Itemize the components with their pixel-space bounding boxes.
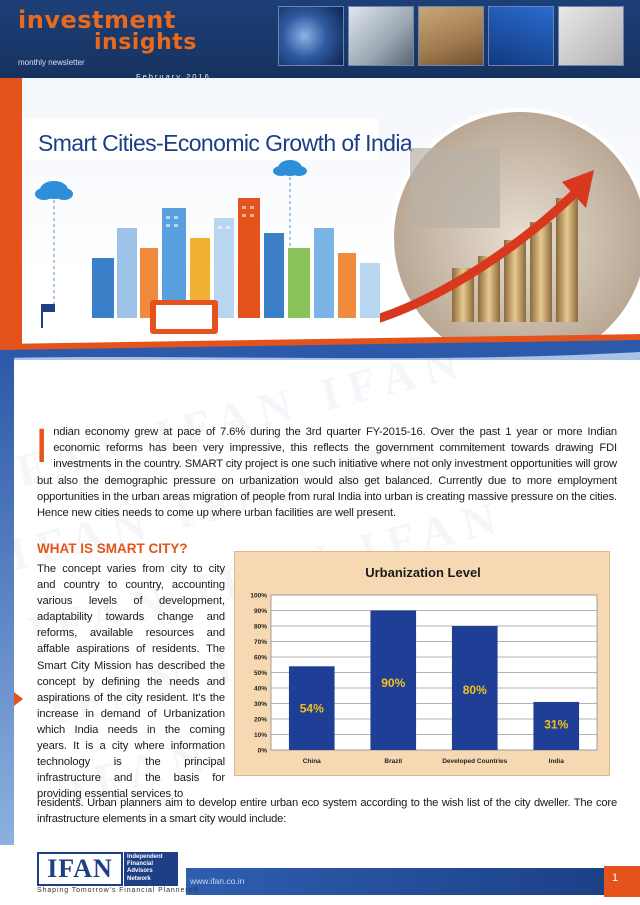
ifan-logo-side: Independent Financial Advisors Network (124, 852, 178, 886)
brand-title-line2: insights (94, 30, 197, 55)
bar-data-label: 90% (381, 676, 405, 690)
page-footer: 1 www.ifan.co.in IFAN Independent Financ… (0, 845, 640, 905)
y-tick-label: 50% (254, 670, 267, 677)
y-tick-label: 10% (254, 732, 267, 739)
bar (533, 701, 580, 750)
financial-newspaper-photo (418, 6, 484, 66)
y-tick-label: 20% (254, 717, 267, 724)
left-decor-stripe (0, 350, 14, 845)
footer-band (186, 868, 640, 895)
closing-paragraph: residents. Urban planners aim to develop… (37, 797, 617, 826)
stock-graph-photo (488, 6, 554, 66)
y-tick-label: 60% (254, 655, 267, 662)
urbanization-chart: Urbanization Level 0% 10% 20% 30% 40% 50% 60% 70… (234, 551, 610, 776)
cloud-icon (273, 160, 307, 176)
smart-city-text: The concept varies from city to city and… (37, 563, 225, 801)
x-tick-label: India (549, 758, 565, 765)
city-skyline-illustration (35, 160, 380, 334)
brand-title-line1: investment (18, 6, 176, 34)
newsletter-header: investment insights monthly newsletter F… (0, 0, 640, 81)
urbanization-bar-chart: Urbanization Level 0% 10% 20% 30% 40% 50% 60% 70… (250, 565, 598, 765)
chart-title: Urbanization Level (365, 565, 481, 580)
hero-wave (0, 334, 640, 360)
ifan-logo: IFAN Independent Financial Advisors Netw… (37, 850, 178, 888)
bar-data-label: 31% (544, 717, 568, 731)
globe-photo (278, 6, 344, 66)
tagline: Shaping Tomorrow's Financial Planners® (37, 887, 199, 894)
y-tick-label: 70% (254, 639, 267, 646)
y-tick-label: 100% (250, 593, 267, 600)
bar (370, 610, 417, 750)
y-tick-label: 90% (254, 608, 267, 615)
hand-writing-photo (558, 6, 624, 66)
coins-growth-illustration (380, 108, 640, 360)
brand-subtitle: monthly newsletter (18, 58, 85, 67)
y-tick-label: 80% (254, 624, 267, 631)
drop-cap: I (35, 420, 49, 473)
issue-date: February 2016 (136, 72, 211, 81)
orange-arrow-marker (14, 692, 23, 706)
intro-text: ndian economy grew at pace of 7.6% durin… (37, 426, 617, 520)
intro-paragraph: I ndian economy grew at pace of 7.6% dur… (35, 420, 617, 521)
flag-icon (41, 304, 55, 328)
calculator-photo (348, 6, 414, 66)
x-tick-label: Developed Countries (442, 758, 507, 765)
bar (288, 666, 335, 750)
hero-title-box (22, 118, 378, 160)
x-tick-label: China (303, 758, 321, 765)
y-tick-label: 0% (258, 748, 268, 755)
section-heading: WHAT IS SMART CITY? (37, 541, 188, 556)
bar-data-label: 54% (300, 701, 324, 715)
x-tick-label: Brazil (384, 758, 402, 765)
ifan-logo-text: IFAN (37, 852, 123, 886)
page-number-tab (604, 866, 640, 897)
bar (451, 626, 498, 750)
bar-data-label: 80% (463, 683, 487, 697)
website-link[interactable]: www.ifan.co.in (190, 876, 245, 886)
hero-banner: Smart Cities-Economic Growth of India (0, 78, 640, 360)
y-tick-label: 30% (254, 701, 267, 708)
hero-title: Smart Cities-Economic Growth of India (38, 130, 413, 156)
brand-logo: investment insights monthly newsletter F… (18, 6, 209, 81)
cloud-icon (35, 181, 73, 200)
page-number: 1 (612, 872, 619, 884)
y-tick-label: 40% (254, 686, 267, 693)
header-photo-strip (278, 6, 624, 66)
hero-accent-bar (0, 78, 22, 360)
